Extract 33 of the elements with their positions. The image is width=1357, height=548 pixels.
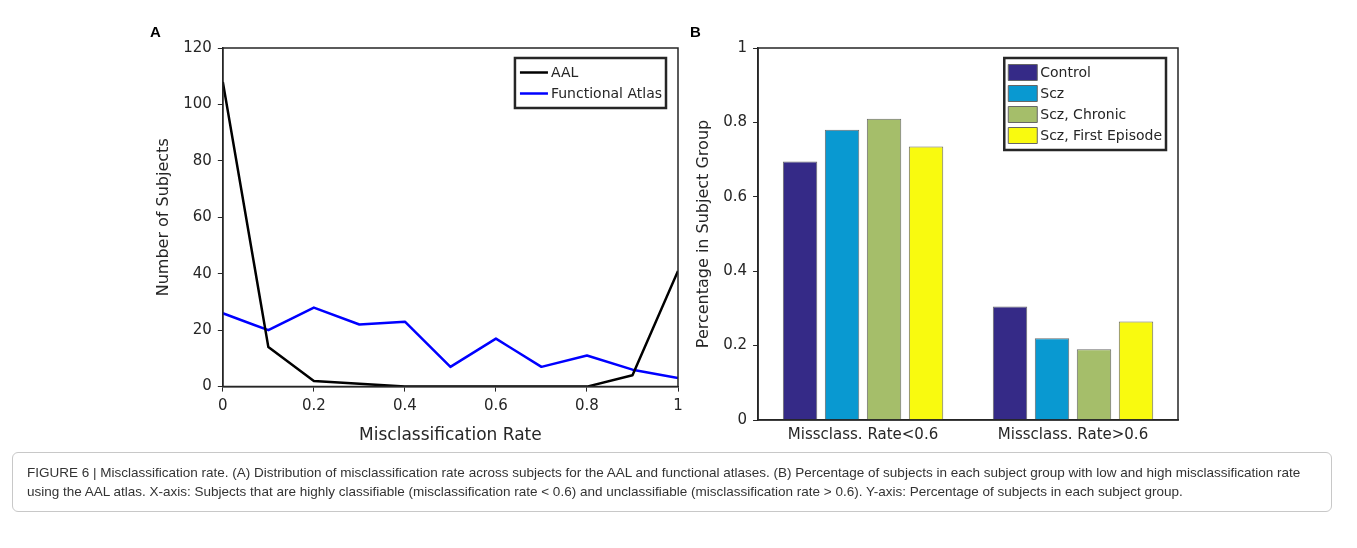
y-tick-label: 0.6	[723, 186, 748, 205]
x-tick-label: 1	[673, 396, 683, 415]
y-tick-label: 40	[192, 263, 212, 282]
x-tick-label: 0.2	[301, 396, 326, 415]
y-tick-label: 20	[192, 320, 212, 339]
chart-title: B	[690, 23, 701, 41]
chart-title: A	[150, 23, 161, 41]
y-tick-label: 1	[737, 37, 748, 56]
y-axis-title: Number of Subjects	[152, 138, 172, 297]
x-tick-label: 0.8	[575, 396, 599, 415]
y-tick-label: 100	[183, 94, 212, 113]
y-tick-label: 0	[737, 409, 748, 428]
y-tick-label: 0.8	[723, 112, 748, 131]
legend-label: Control	[1040, 64, 1091, 81]
x-axis-title: Misclassification Rate	[359, 424, 542, 445]
legend-label: Scz	[1040, 85, 1065, 102]
x-tick-label: Missclass. Rate>0.6	[997, 424, 1149, 443]
caption: FIGURE 6 | Misclassification rate. (A) Distribution of misclassification rate across subjects for the AAL and functional atlases. (B) Percentage of subjects in each subject group with low and high misclassification rate using the AAL atlas. X-axis: Subjects that are highly classifiable (misclassification rate < 0.6) and unclassifiable (misclassification rate > 0.6). Y-axis: Percentage of subjects in each subject group.	[27, 464, 1302, 501]
y-tick-label: 60	[192, 207, 212, 226]
y-tick-label: 0	[202, 376, 212, 395]
y-axis-title: Percentage in Subject Group	[692, 119, 712, 349]
legend-label: Scz, Chronic	[1040, 106, 1127, 123]
y-tick-label: 0.2	[723, 335, 748, 354]
x-tick-label: 0.4	[392, 396, 417, 415]
legend-label: AAL	[550, 64, 579, 81]
x-tick-label: 0	[218, 396, 228, 415]
y-tick-label: 0.4	[723, 261, 748, 280]
legend-label: Scz, First Episode	[1040, 127, 1163, 144]
x-tick-label: Missclass. Rate<0.6	[787, 424, 939, 443]
x-tick-label: 0.6	[484, 396, 508, 415]
y-tick-label: 80	[192, 150, 212, 169]
legend-label: Functional Atlas	[550, 85, 663, 102]
y-tick-label: 120	[183, 37, 212, 56]
